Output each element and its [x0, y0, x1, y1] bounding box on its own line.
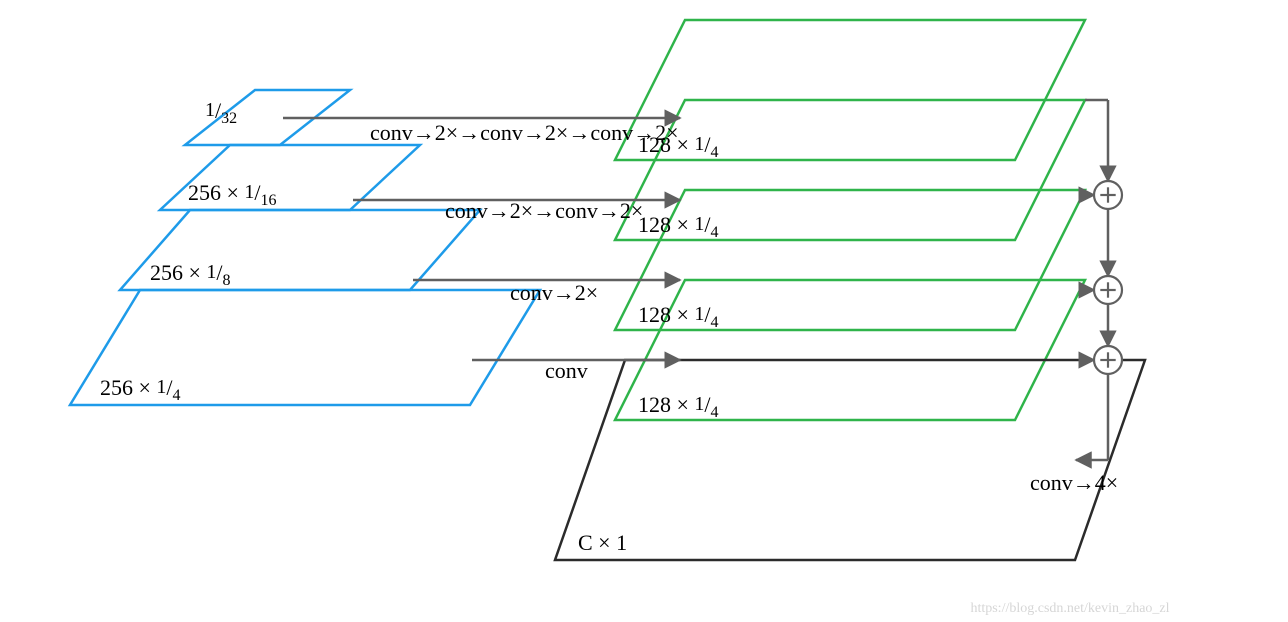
- encoder-label-b4: 256 × 1/4: [100, 375, 181, 404]
- architecture-diagram: 1/32 256 × 1/16 256 × 1/8 256 × 1/4 128 × 1/…: [0, 0, 1288, 622]
- output-box: [555, 360, 1145, 560]
- arrow-label-a16: conv→2×→conv→2×: [445, 198, 643, 223]
- decoder-label-g4: 128 × 1/4: [638, 392, 719, 421]
- arrow-label-a8: conv→2×: [510, 280, 598, 305]
- conv4x-label: conv→4×: [1030, 470, 1118, 495]
- arrow-label-a32: conv→2×→conv→2×→conv→2×: [370, 120, 679, 145]
- watermark: https://blog.csdn.net/kevin_zhao_zl: [970, 601, 1169, 616]
- arrow-label-a4: conv: [545, 358, 588, 383]
- decoder-label-g2: 128 × 1/4: [638, 212, 719, 241]
- encoder-label-b16: 256 × 1/16: [188, 180, 277, 209]
- output-label: C × 1: [578, 530, 627, 555]
- encoder-label-b32: 1/32: [205, 98, 237, 127]
- decoder-label-g3: 128 × 1/4: [638, 302, 719, 331]
- encoder-label-b8: 256 × 1/8: [150, 260, 231, 289]
